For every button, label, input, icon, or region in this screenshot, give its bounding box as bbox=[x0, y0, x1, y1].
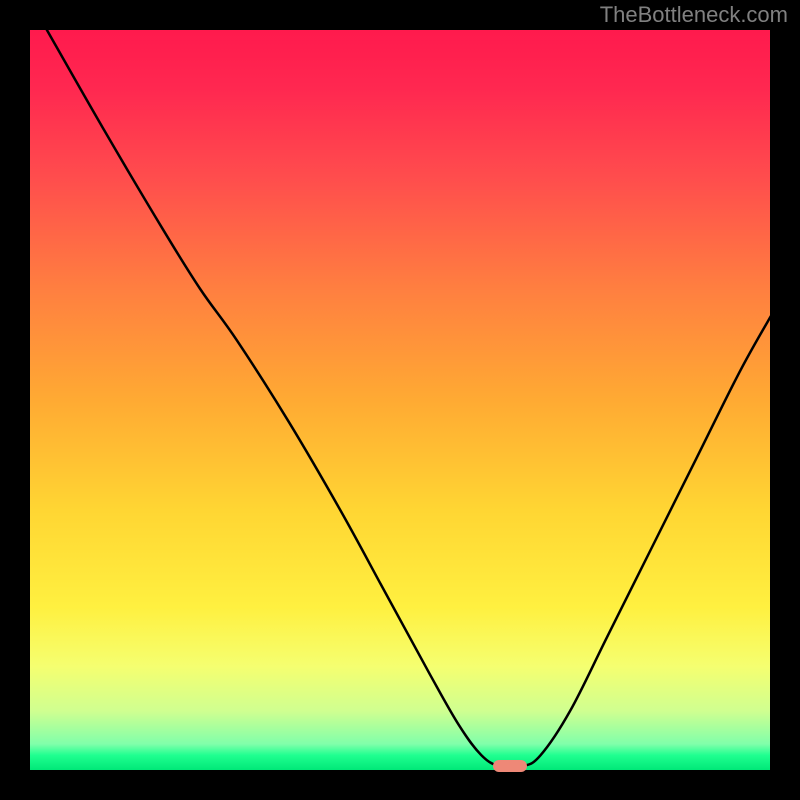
chart-plot-area bbox=[30, 30, 770, 770]
optimal-marker bbox=[493, 760, 527, 772]
watermark-text: TheBottleneck.com bbox=[600, 2, 788, 28]
chart-curve bbox=[30, 30, 770, 770]
